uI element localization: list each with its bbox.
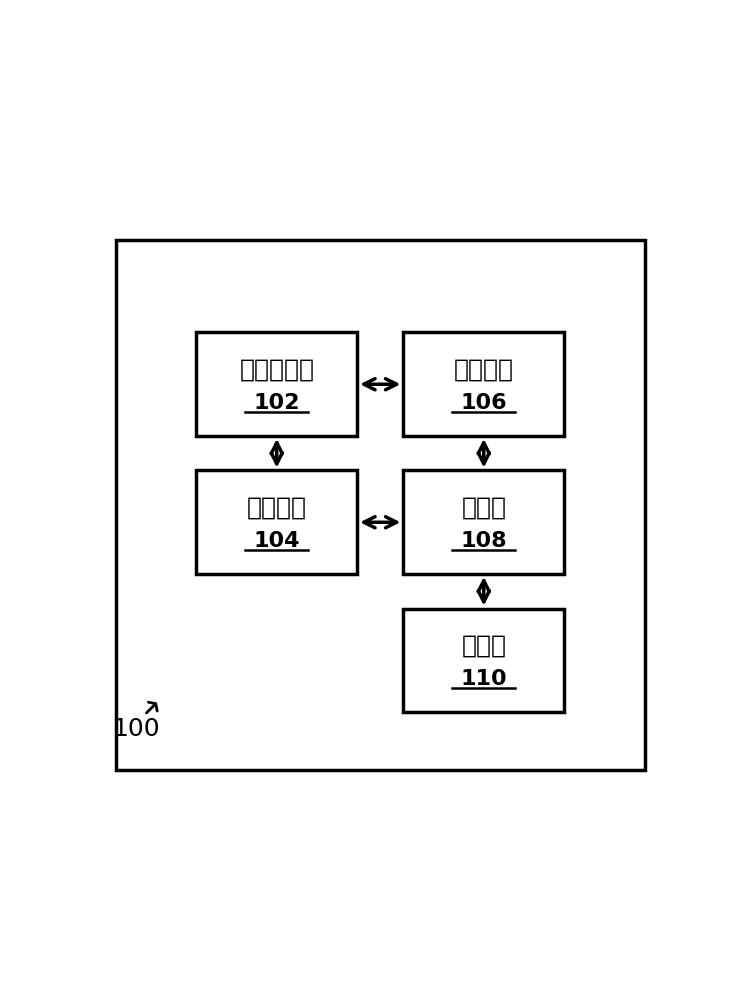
FancyBboxPatch shape xyxy=(116,240,645,770)
Text: 108: 108 xyxy=(461,531,507,551)
Text: 数据库: 数据库 xyxy=(462,634,506,658)
Text: 104: 104 xyxy=(254,531,300,551)
Text: 校准部件: 校准部件 xyxy=(454,358,513,382)
FancyBboxPatch shape xyxy=(404,609,565,712)
Text: 压力传感器: 压力传感器 xyxy=(239,358,315,382)
Text: 测量部件: 测量部件 xyxy=(247,496,306,520)
Text: 100: 100 xyxy=(112,717,160,741)
FancyBboxPatch shape xyxy=(196,332,358,436)
Text: 102: 102 xyxy=(254,393,300,413)
Text: 110: 110 xyxy=(461,669,507,689)
Text: 处理器: 处理器 xyxy=(462,496,506,520)
FancyBboxPatch shape xyxy=(404,332,565,436)
FancyBboxPatch shape xyxy=(196,470,358,574)
FancyBboxPatch shape xyxy=(404,470,565,574)
Text: 106: 106 xyxy=(461,393,507,413)
